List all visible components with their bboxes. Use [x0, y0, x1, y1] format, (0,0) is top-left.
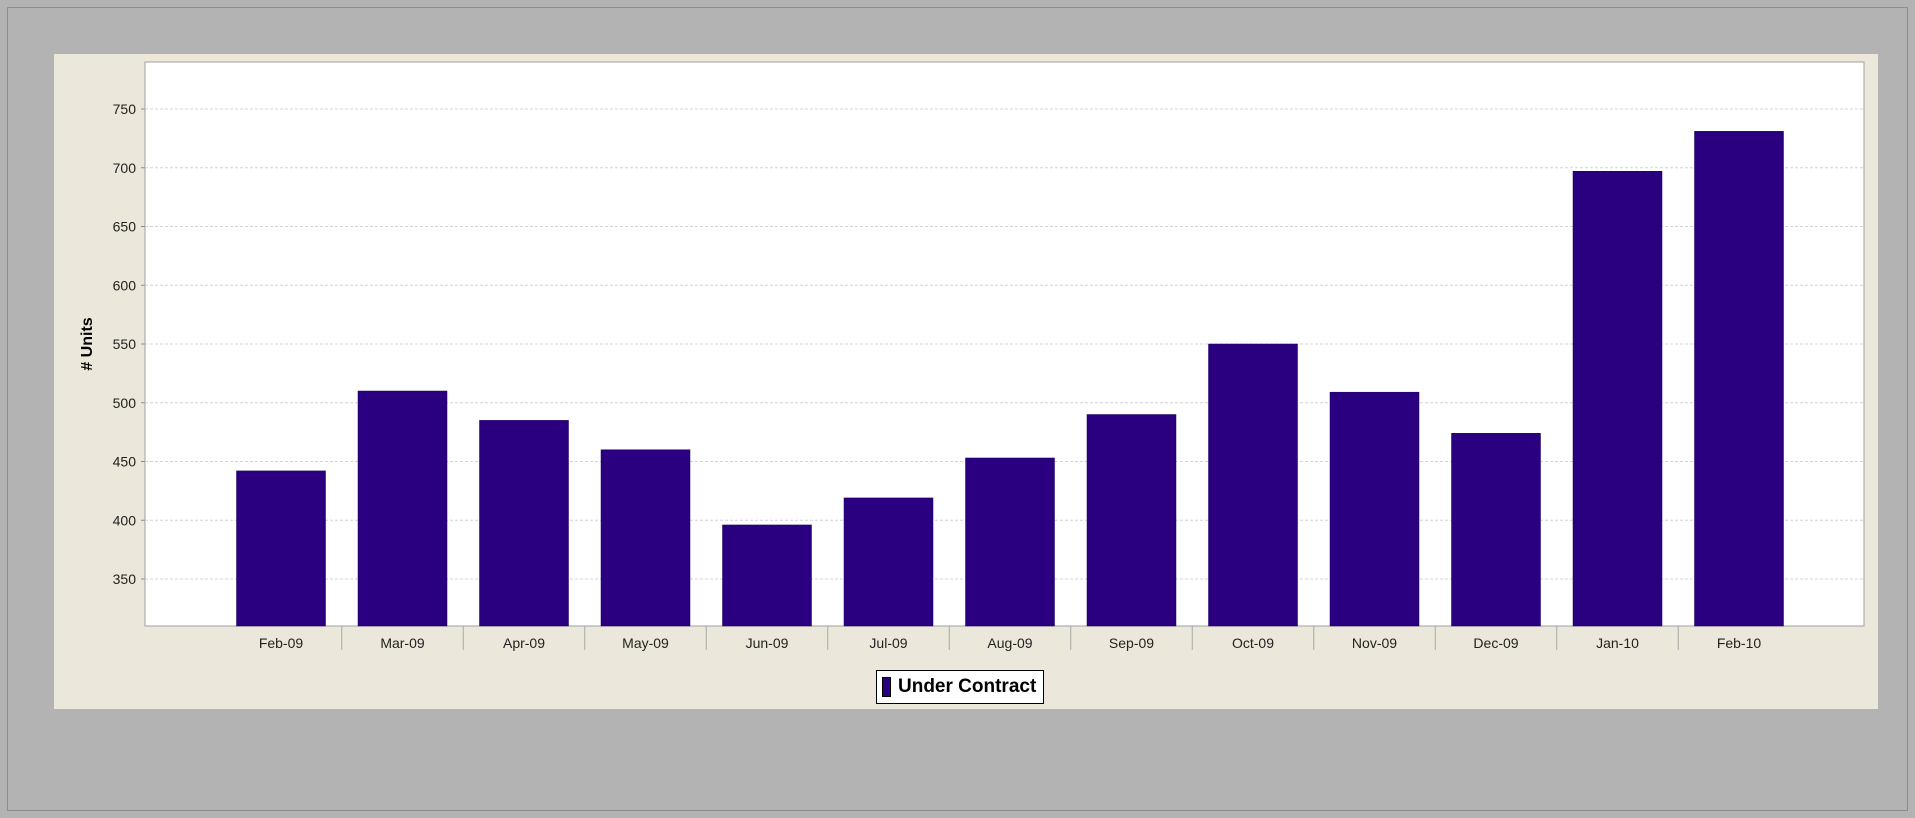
- y-tick-label-400: 400: [113, 512, 137, 528]
- x-tick-label-aug-09: Aug-09: [987, 635, 1032, 651]
- y-axis-ticks: 350 400 450 500 550 600 650 700 750: [113, 101, 145, 587]
- x-tick-label-jun-09: Jun-09: [746, 635, 789, 651]
- x-tick-label-dec-09: Dec-09: [1473, 635, 1518, 651]
- bar-may-09: [600, 449, 691, 627]
- outer-frame: [7, 7, 1908, 811]
- x-tick-label-feb-10: Feb-10: [1717, 635, 1762, 651]
- x-tick-label-apr-09: Apr-09: [503, 635, 545, 651]
- legend-label-under-contract: Under Contract: [898, 676, 1037, 697]
- y-tick-label-450: 450: [113, 454, 137, 470]
- bar-feb-10: [1694, 131, 1784, 627]
- legend: Under Contract: [876, 670, 1045, 704]
- y-tick-label-750: 750: [113, 101, 137, 117]
- bar-feb-09: [236, 470, 326, 627]
- x-axis-ticks: Feb-09 Mar-09 Apr-09 May-09 Jun-09 Jul-09 Aug-…: [259, 626, 1762, 651]
- bar-aug-09: [965, 457, 1055, 627]
- y-tick-label-600: 600: [113, 277, 137, 293]
- x-tick-label-oct-09: Oct-09: [1232, 635, 1274, 651]
- bars: [236, 131, 1784, 627]
- bar-nov-09: [1329, 391, 1420, 627]
- x-tick-label-nov-09: Nov-09: [1352, 635, 1397, 651]
- x-tick-label-sep-09: Sep-09: [1109, 635, 1154, 651]
- y-tick-label-500: 500: [113, 395, 137, 411]
- legend-swatch-under-contract: [882, 677, 891, 697]
- y-tick-label-650: 650: [113, 219, 137, 235]
- y-tick-label-550: 550: [113, 336, 137, 352]
- bar-jun-09: [722, 524, 812, 627]
- bar-sep-09: [1086, 414, 1177, 627]
- bar-chart: 350 400 450 500 550 600 650 700 750 Feb-09 Mar-09…: [79, 61, 1865, 651]
- bar-apr-09: [479, 420, 569, 627]
- bar-jan-10: [1572, 171, 1663, 627]
- chart-panel: 350 400 450 500 550 600 650 700 750 Feb-09 Mar-09…: [54, 54, 1878, 709]
- bar-oct-09: [1208, 343, 1298, 627]
- x-tick-label-mar-09: Mar-09: [380, 635, 425, 651]
- bar-dec-09: [1451, 433, 1541, 627]
- y-axis-title: # Units: [79, 317, 96, 370]
- bar-jul-09: [843, 497, 934, 627]
- x-tick-label-jan-10: Jan-10: [1596, 635, 1639, 651]
- x-tick-label-may-09: May-09: [622, 635, 669, 651]
- x-tick-label-jul-09: Jul-09: [869, 635, 907, 651]
- y-tick-label-700: 700: [113, 160, 137, 176]
- x-tick-label-feb-09: Feb-09: [259, 635, 304, 651]
- y-tick-label-350: 350: [113, 571, 137, 587]
- bar-mar-09: [357, 390, 448, 627]
